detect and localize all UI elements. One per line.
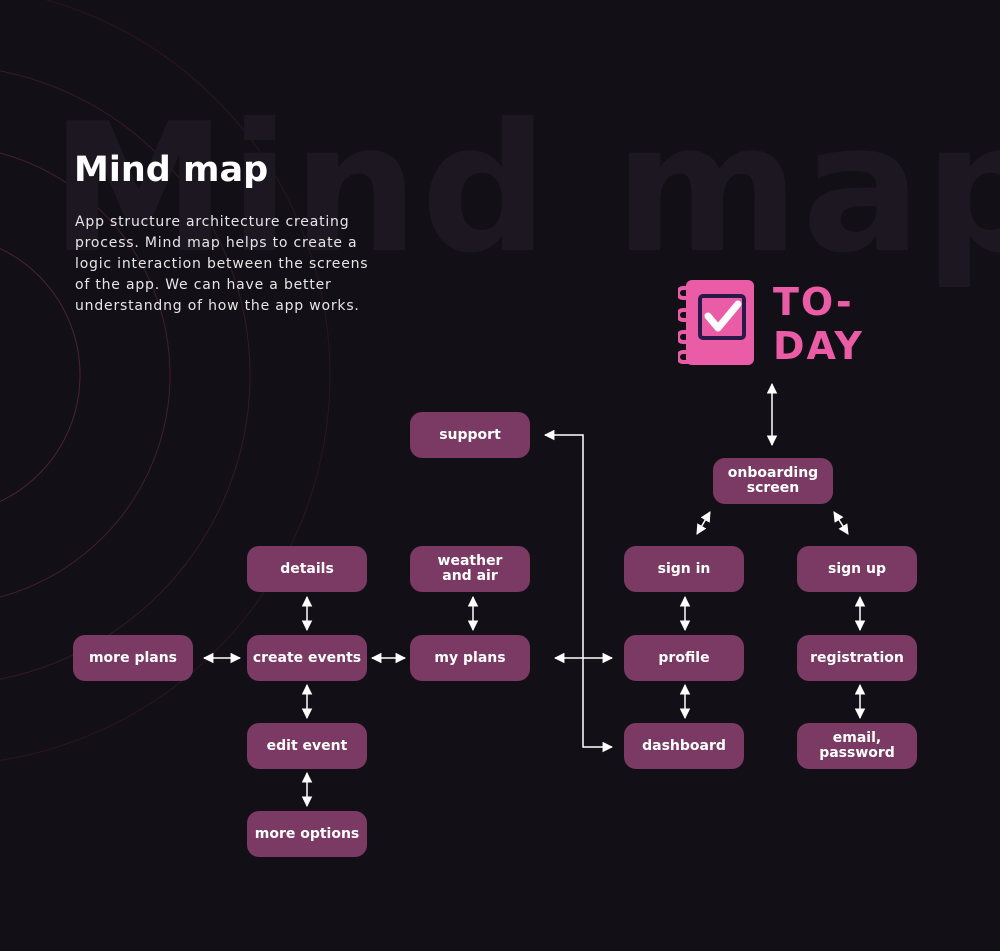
- brand-logo-text: TO- DAY: [773, 280, 864, 368]
- arrow-to-support: [543, 429, 584, 658]
- node-email-password[interactable]: email, password: [797, 723, 917, 769]
- node-create-events[interactable]: create events: [247, 635, 367, 681]
- brand-line-2: DAY: [773, 324, 864, 368]
- arrow-onboarding-signup: [833, 511, 849, 535]
- page-title: Mind map: [74, 150, 269, 190]
- node-profile[interactable]: profile: [624, 635, 744, 681]
- node-sign-up[interactable]: sign up: [797, 546, 917, 592]
- description: App structure architecture creating proc…: [75, 214, 369, 314]
- brand-line-1: TO-: [773, 280, 854, 324]
- notebook-check-icon: [678, 280, 754, 365]
- node-edit-event[interactable]: edit event: [247, 723, 367, 769]
- node-support[interactable]: support: [410, 412, 530, 458]
- node-my-plans[interactable]: my plans: [410, 635, 530, 681]
- node-more-plans[interactable]: more plans: [73, 635, 193, 681]
- arrow-to-dashboard: [582, 658, 614, 753]
- node-details[interactable]: details: [247, 546, 367, 592]
- node-weather-and-air[interactable]: weather and air: [410, 546, 530, 592]
- node-registration[interactable]: registration: [797, 635, 917, 681]
- node-sign-in[interactable]: sign in: [624, 546, 744, 592]
- node-dashboard[interactable]: dashboard: [624, 723, 744, 769]
- node-more-options[interactable]: more options: [247, 811, 367, 857]
- watermark-text: Mind map: [50, 85, 1000, 292]
- node-onboarding-screen[interactable]: onboarding screen: [713, 458, 833, 504]
- arrow-onboarding-signin: [696, 511, 711, 535]
